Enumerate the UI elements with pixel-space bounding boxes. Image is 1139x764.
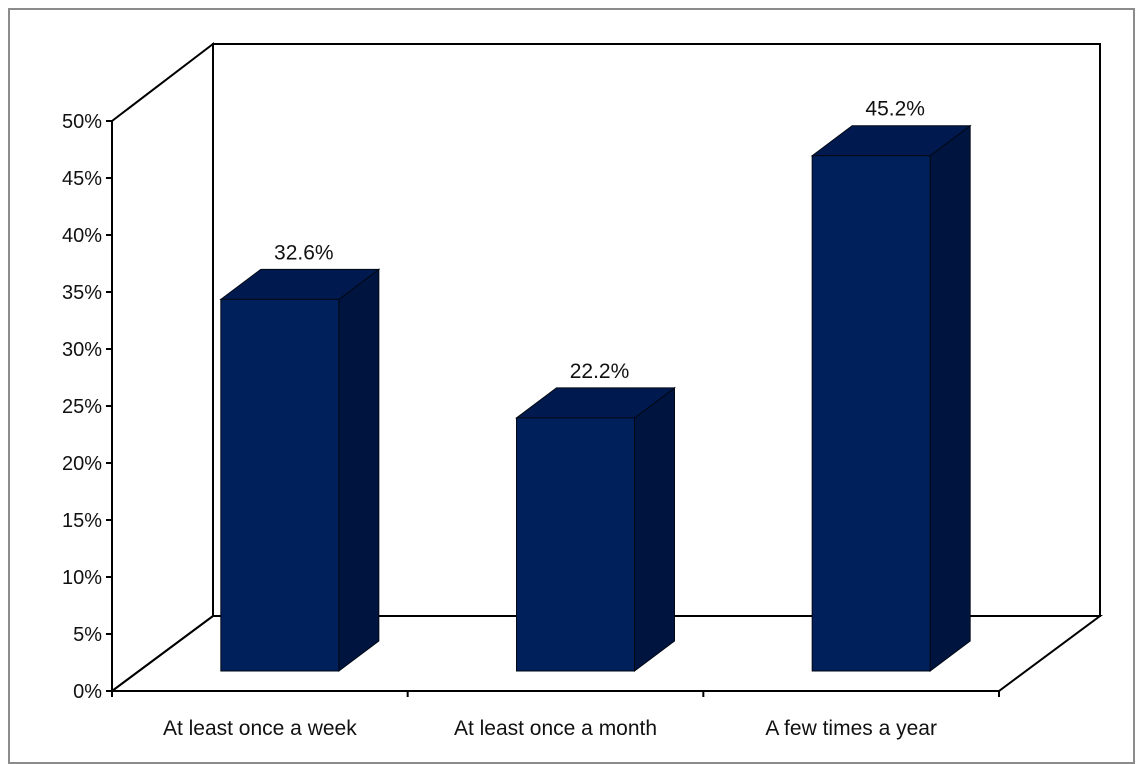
y-tick-label: 20% bbox=[62, 453, 102, 475]
y-tick-label: 10% bbox=[62, 567, 102, 589]
side-wall bbox=[111, 41, 214, 693]
y-tick-label: 25% bbox=[62, 396, 102, 418]
bar-front-face bbox=[811, 155, 931, 672]
bar-front-face bbox=[516, 417, 635, 672]
data-label: 22.2% bbox=[570, 360, 630, 383]
bar-side-face bbox=[929, 124, 971, 672]
data-label: 45.2% bbox=[865, 98, 925, 121]
data-label: 32.6% bbox=[274, 241, 334, 264]
x-tick-label: A few times a year bbox=[765, 717, 937, 740]
data-labels: 32.6% 22.2% 45.2% bbox=[274, 98, 925, 383]
bar-side-face bbox=[338, 268, 380, 672]
y-tick-label: 5% bbox=[73, 624, 102, 646]
bar bbox=[219, 268, 381, 672]
y-tick-label: 15% bbox=[62, 510, 102, 532]
y-tick-label: 50% bbox=[62, 111, 102, 133]
y-tick-label: 30% bbox=[62, 339, 102, 361]
bars bbox=[219, 124, 972, 672]
y-tick-label: 40% bbox=[62, 225, 102, 247]
bar bbox=[810, 124, 972, 672]
y-tick-label: 35% bbox=[62, 282, 102, 304]
bar-side-face bbox=[634, 386, 675, 672]
bar-front-face bbox=[220, 298, 340, 672]
x-tick-label: At least once a month bbox=[454, 717, 657, 740]
bar bbox=[515, 386, 676, 672]
y-tick-label: 45% bbox=[62, 168, 102, 190]
y-axis: 0% 5% 10% 15% 20% 25% 30% 35% 40% 45% 50% bbox=[62, 111, 113, 703]
x-tick-label: At least once a week bbox=[163, 717, 357, 740]
y-tick-label: 0% bbox=[73, 681, 102, 703]
x-axis: At least once a week At least once a mont… bbox=[111, 690, 1000, 740]
